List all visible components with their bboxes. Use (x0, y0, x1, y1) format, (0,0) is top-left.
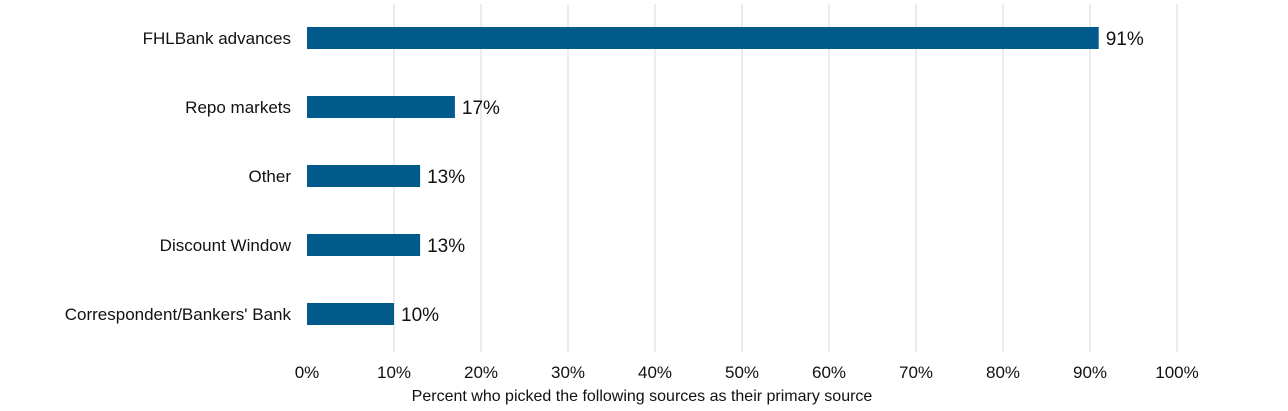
x-tick-label: 60% (812, 363, 846, 382)
x-tick-label: 90% (1073, 363, 1107, 382)
bar (307, 303, 394, 325)
category-label: Repo markets (185, 98, 291, 117)
x-axis-title: Percent who picked the following sources… (412, 388, 873, 405)
gridlines (393, 4, 1178, 352)
data-label: 17% (462, 98, 500, 119)
data-label: 10% (401, 305, 439, 326)
data-label: 13% (427, 167, 465, 188)
x-tick-label: 100% (1155, 363, 1198, 382)
bar (307, 165, 421, 187)
bar (307, 234, 421, 256)
category-label: Discount Window (160, 236, 292, 255)
data-label: 91% (1106, 29, 1144, 50)
data-label: 13% (427, 236, 465, 257)
bar (307, 27, 1099, 49)
x-tick-label: 80% (986, 363, 1020, 382)
x-tick-label: 70% (899, 363, 933, 382)
bar (307, 96, 455, 118)
x-tick-label: 10% (377, 363, 411, 382)
x-tick-label: 40% (638, 363, 672, 382)
category-label: Correspondent/Bankers' Bank (65, 305, 292, 324)
x-tick-label: 20% (464, 363, 498, 382)
bars (307, 27, 1099, 325)
x-tick-label: 50% (725, 363, 759, 382)
labels: 0% 10% 20% 30% 40% 50% 60% 70% 80% 90% 100% FHLBank… (65, 29, 1199, 382)
x-tick-label: 30% (551, 363, 585, 382)
category-label: Other (248, 167, 291, 186)
category-label: FHLBank advances (143, 29, 291, 48)
x-tick-label: 0% (295, 363, 320, 382)
